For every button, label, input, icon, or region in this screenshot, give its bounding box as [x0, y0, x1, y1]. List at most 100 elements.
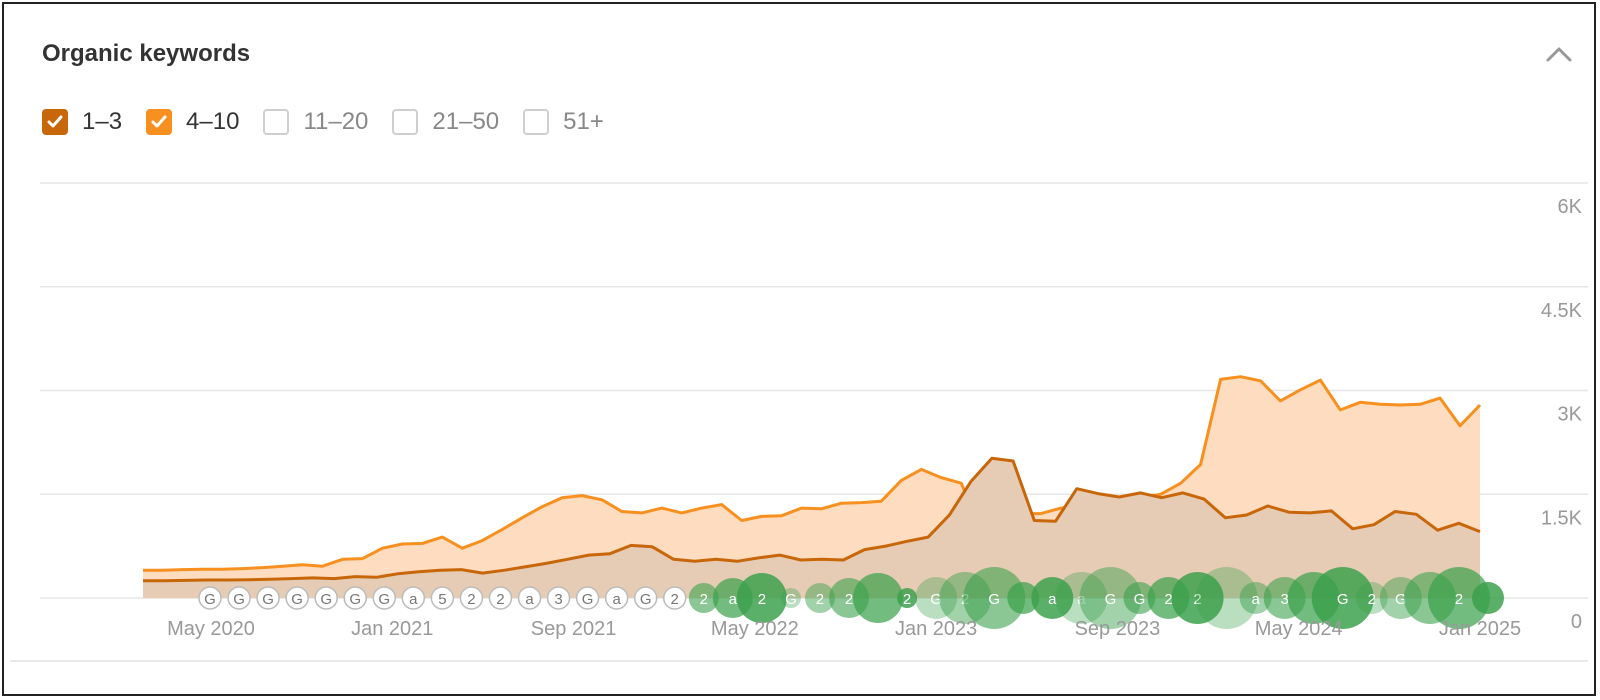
chevron-up-icon[interactable] — [1544, 42, 1574, 66]
update-marker[interactable] — [1007, 582, 1040, 614]
update-marker[interactable] — [430, 586, 455, 610]
legend-item-51-plus[interactable]: 51+ — [523, 108, 604, 136]
update-marker-label: 5 — [438, 591, 446, 608]
update-marker[interactable] — [963, 567, 1026, 629]
update-marker[interactable] — [401, 586, 426, 610]
legend-item-21-50[interactable]: 21–50 — [392, 108, 499, 136]
update-marker[interactable] — [575, 586, 600, 610]
update-marker[interactable] — [227, 586, 251, 610]
update-marker[interactable] — [1195, 567, 1258, 629]
y-tick-label: 6K — [1558, 196, 1583, 218]
update-marker-label: a — [409, 591, 418, 608]
checkbox-4-10[interactable] — [146, 109, 173, 135]
update-marker[interactable] — [897, 588, 918, 608]
checkmark-icon — [151, 115, 167, 128]
update-marker-label: G — [582, 591, 594, 608]
update-marker[interactable] — [633, 586, 658, 610]
update-marker[interactable] — [343, 586, 367, 610]
update-marker-label: 2 — [1164, 591, 1172, 608]
update-marker-label: G — [988, 591, 1000, 608]
x-tick-label: Sep 2023 — [1075, 618, 1161, 640]
update-marker-label: 3 — [554, 591, 562, 608]
update-marker-label: 2 — [758, 591, 766, 608]
update-marker-label: G — [233, 591, 245, 608]
update-marker[interactable] — [488, 586, 513, 610]
update-marker-label: a — [612, 591, 621, 608]
update-marker[interactable] — [546, 586, 571, 610]
update-marker[interactable] — [804, 583, 835, 613]
update-marker[interactable] — [780, 588, 801, 608]
update-marker-label: a — [1251, 591, 1260, 608]
update-marker-label: G — [785, 591, 797, 608]
update-marker-label: a — [729, 591, 738, 608]
x-tick-label: Jan 2025 — [1439, 618, 1521, 640]
legend: 1–3 4–10 11–20 21–50 51+ — [42, 108, 628, 136]
update-marker-label: 2 — [496, 591, 504, 608]
series-1-3-line[interactable] — [143, 456, 1481, 583]
x-tick-label: Jan 2021 — [351, 618, 433, 640]
update-marker[interactable] — [1055, 572, 1108, 624]
legend-item-1-3[interactable]: 1–3 — [42, 108, 122, 136]
update-marker-label: 2 — [1368, 591, 1376, 608]
update-marker-label: 2 — [467, 591, 475, 608]
legend-label: 1–3 — [82, 108, 123, 135]
legend-item-11-20[interactable]: 11–20 — [263, 108, 368, 136]
update-marker[interactable] — [314, 586, 338, 610]
x-tick-label: Jan 2023 — [895, 618, 977, 640]
update-marker[interactable] — [915, 577, 958, 619]
update-marker-label: G — [349, 591, 361, 608]
update-marker-label: 2 — [845, 591, 853, 608]
update-marker-label: 2 — [1455, 591, 1463, 608]
update-marker-label: 2 — [816, 591, 824, 608]
update-marker-label: G — [930, 591, 942, 608]
update-marker-label: 3 — [1281, 591, 1289, 608]
update-marker[interactable] — [198, 586, 222, 610]
x-tick-label: May 2020 — [167, 618, 255, 640]
y-tick-label: 1.5K — [1541, 507, 1583, 529]
checkbox-1-3[interactable] — [42, 109, 68, 135]
checkmark-icon — [47, 115, 63, 128]
x-tick-label: Sep 2021 — [531, 618, 617, 640]
checkbox-51-plus[interactable] — [523, 109, 550, 135]
update-marker[interactable] — [1031, 577, 1074, 619]
update-marker[interactable] — [372, 586, 397, 610]
update-marker[interactable] — [1427, 567, 1490, 629]
update-marker-label: a — [525, 591, 534, 608]
update-marker[interactable] — [517, 586, 542, 610]
update-marker-label: a — [1048, 591, 1057, 608]
legend-item-4-10[interactable]: 4–10 — [146, 108, 239, 136]
update-marker[interactable] — [604, 586, 629, 610]
legend-label: 11–20 — [303, 108, 369, 135]
update-marker[interactable] — [1171, 572, 1224, 624]
update-marker[interactable] — [688, 583, 719, 613]
update-marker-label: 2 — [671, 591, 679, 608]
series-4-10-line[interactable] — [143, 375, 1482, 572]
legend-label: 21–50 — [432, 108, 500, 135]
update-marker[interactable] — [1472, 582, 1504, 614]
update-marker[interactable] — [1079, 567, 1142, 629]
update-marker-label: G — [291, 591, 303, 608]
update-marker-label: G — [1105, 591, 1117, 608]
update-marker-label: G — [1134, 591, 1146, 608]
update-marker[interactable] — [736, 573, 787, 623]
update-marker-label: 2 — [903, 591, 911, 608]
checkbox-21-50[interactable] — [392, 109, 419, 135]
update-marker[interactable] — [1123, 582, 1156, 614]
update-marker[interactable] — [853, 573, 904, 623]
update-marker-label: G — [1337, 591, 1349, 608]
widget-title: Organic keywords — [42, 40, 251, 67]
update-marker[interactable] — [1239, 582, 1272, 614]
x-tick-label: May 2024 — [1255, 618, 1343, 640]
checkbox-11-20[interactable] — [263, 109, 290, 135]
update-marker[interactable] — [285, 586, 309, 610]
update-marker[interactable] — [256, 586, 280, 610]
y-tick-label: 4.5K — [1541, 300, 1583, 322]
update-marker[interactable] — [1355, 582, 1388, 614]
update-marker-label: a — [1077, 591, 1086, 608]
y-tick-label: 0 — [1571, 611, 1582, 633]
update-marker[interactable] — [662, 586, 687, 610]
update-marker[interactable] — [459, 586, 484, 610]
update-marker-label: G — [378, 591, 390, 608]
update-marker[interactable] — [1311, 567, 1374, 629]
